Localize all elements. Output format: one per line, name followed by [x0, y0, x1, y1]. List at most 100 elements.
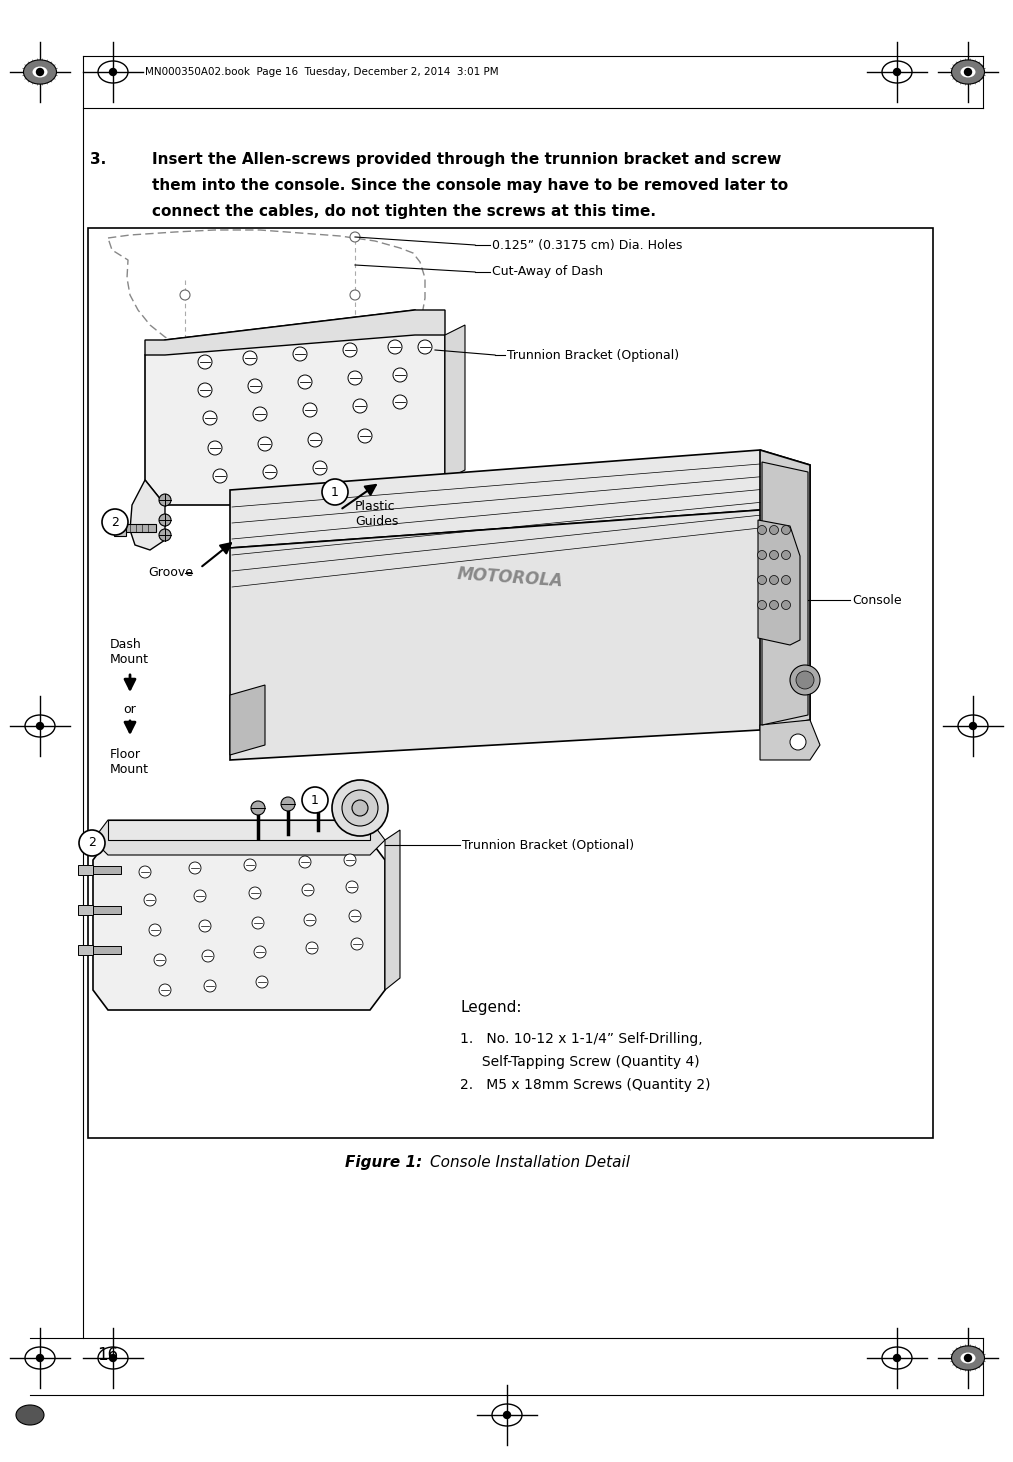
Polygon shape [230, 450, 810, 548]
Ellipse shape [951, 1347, 985, 1370]
Circle shape [350, 289, 360, 300]
Circle shape [306, 942, 318, 955]
Circle shape [350, 232, 360, 243]
Text: 2: 2 [111, 516, 119, 528]
Circle shape [790, 734, 806, 750]
Circle shape [770, 601, 779, 610]
Circle shape [199, 920, 211, 931]
Polygon shape [762, 462, 808, 725]
Bar [126, 523, 156, 532]
Circle shape [244, 860, 256, 871]
Circle shape [353, 399, 367, 412]
Circle shape [253, 406, 267, 421]
Polygon shape [445, 325, 465, 480]
Text: 3.: 3. [90, 152, 106, 167]
Circle shape [198, 355, 212, 368]
Polygon shape [760, 719, 820, 760]
Circle shape [346, 882, 358, 893]
Text: Legend:: Legend: [460, 1000, 522, 1015]
Text: Groove: Groove [148, 566, 193, 579]
Circle shape [159, 984, 171, 996]
Circle shape [302, 885, 314, 896]
Text: Console: Console [852, 594, 902, 607]
Circle shape [758, 601, 767, 610]
Circle shape [311, 792, 325, 807]
Circle shape [893, 69, 901, 76]
Circle shape [503, 1411, 511, 1418]
Circle shape [770, 551, 779, 560]
Circle shape [102, 509, 128, 535]
Circle shape [350, 939, 363, 950]
Circle shape [781, 601, 790, 610]
Circle shape [198, 383, 212, 398]
Circle shape [350, 352, 360, 363]
Circle shape [344, 854, 356, 866]
Circle shape [298, 374, 312, 389]
Text: 16: 16 [97, 1347, 119, 1364]
Circle shape [393, 395, 407, 409]
Circle shape [243, 351, 257, 366]
Text: or: or [124, 703, 137, 716]
Circle shape [252, 917, 264, 928]
Circle shape [302, 787, 328, 813]
Polygon shape [385, 830, 400, 990]
Circle shape [254, 946, 266, 958]
Circle shape [202, 950, 214, 962]
Text: Console Installation Detail: Console Installation Detail [430, 1155, 630, 1170]
Circle shape [204, 980, 216, 993]
Circle shape [781, 576, 790, 585]
Circle shape [964, 1354, 971, 1361]
Ellipse shape [960, 66, 976, 77]
Polygon shape [108, 820, 370, 841]
Text: Floor
Mount: Floor Mount [110, 749, 149, 776]
Text: Self-Tapping Screw (Quantity 4): Self-Tapping Screw (Quantity 4) [460, 1056, 700, 1069]
Text: 1.   No. 10-12 x 1-1/4” Self-Drilling,: 1. No. 10-12 x 1-1/4” Self-Drilling, [460, 1032, 703, 1045]
Circle shape [36, 1354, 44, 1361]
Circle shape [332, 781, 388, 836]
Circle shape [352, 800, 368, 816]
Polygon shape [230, 510, 810, 760]
Bar [114, 520, 126, 537]
Circle shape [159, 529, 171, 541]
Text: Insert the Allen-screws provided through the trunnion bracket and screw: Insert the Allen-screws provided through… [152, 152, 781, 167]
Text: Trunnion Bracket (Optional): Trunnion Bracket (Optional) [462, 839, 634, 851]
Ellipse shape [960, 1352, 976, 1364]
Circle shape [251, 801, 265, 814]
Text: Plastic
Guides: Plastic Guides [355, 500, 398, 528]
Circle shape [159, 515, 171, 526]
Ellipse shape [32, 66, 48, 77]
Circle shape [154, 955, 166, 966]
Text: connect the cables, do not tighten the screws at this time.: connect the cables, do not tighten the s… [152, 205, 656, 219]
Bar [78, 944, 93, 955]
Circle shape [208, 442, 222, 455]
Bar [78, 866, 93, 874]
Circle shape [258, 437, 272, 450]
Circle shape [180, 289, 190, 300]
Circle shape [796, 671, 814, 689]
Circle shape [180, 352, 190, 363]
Circle shape [893, 1354, 901, 1361]
Circle shape [203, 411, 217, 425]
Circle shape [770, 576, 779, 585]
Bar [88, 228, 933, 1137]
Circle shape [293, 346, 307, 361]
Circle shape [790, 665, 820, 694]
Polygon shape [760, 450, 810, 730]
Circle shape [249, 887, 261, 899]
Polygon shape [145, 310, 445, 355]
Circle shape [348, 371, 362, 385]
Circle shape [964, 69, 971, 76]
Circle shape [303, 404, 317, 417]
Circle shape [36, 722, 44, 730]
Polygon shape [758, 520, 800, 645]
Bar [93, 866, 121, 874]
Text: Trunnion Bracket (Optional): Trunnion Bracket (Optional) [506, 348, 679, 361]
Circle shape [758, 551, 767, 560]
Ellipse shape [951, 60, 985, 85]
Text: them into the console. Since the console may have to be removed later to: them into the console. Since the console… [152, 178, 788, 193]
Circle shape [281, 797, 295, 811]
Polygon shape [230, 686, 265, 754]
Circle shape [256, 977, 268, 988]
Circle shape [79, 830, 105, 855]
Circle shape [313, 461, 327, 475]
